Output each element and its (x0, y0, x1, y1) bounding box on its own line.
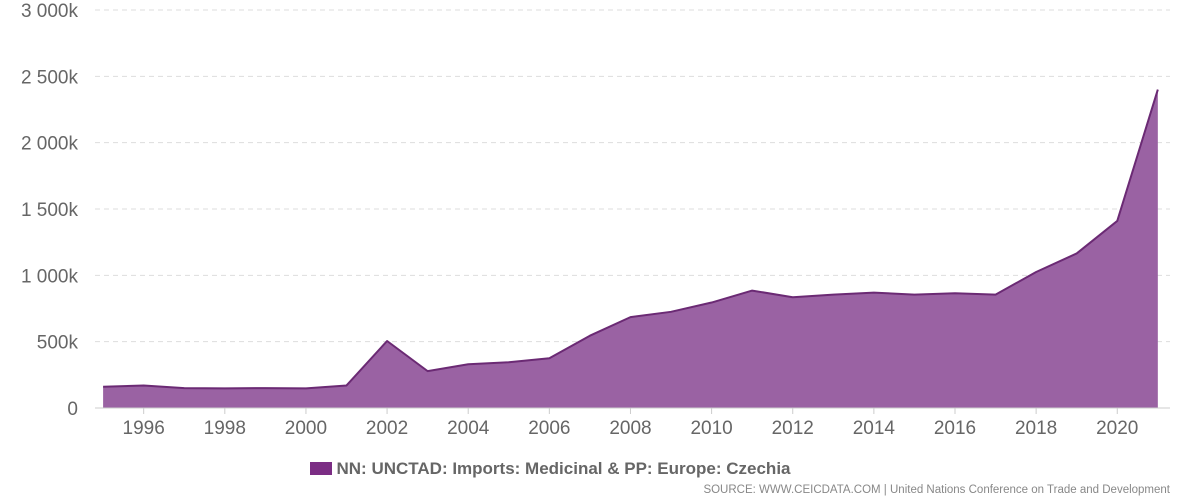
source-note: SOURCE: WWW.CEICDATA.COM | United Nation… (703, 484, 1170, 496)
x-tick-label: 2020 (1096, 418, 1138, 439)
x-tick-label: 2016 (934, 418, 976, 439)
legend[interactable]: NN: UNCTAD: Imports: Medicinal & PP: Eur… (0, 459, 1100, 479)
x-tick-label: 2010 (690, 418, 732, 439)
series-area (103, 89, 1159, 408)
y-tick-label: 2 000k (21, 134, 79, 155)
x-tick-label: 2006 (528, 418, 570, 439)
y-tick-label: 1 500k (21, 200, 79, 221)
y-tick-label: 1 000k (21, 266, 79, 287)
x-tick-label: 2018 (1015, 418, 1057, 439)
x-tick-label: 2014 (853, 418, 896, 439)
x-tick-label: 2004 (447, 418, 490, 439)
y-tick-label: 2 500k (21, 67, 79, 88)
series-area-fill (103, 89, 1158, 408)
legend-label: NN: UNCTAD: Imports: Medicinal & PP: Eur… (336, 459, 791, 478)
x-tick-label: 1996 (123, 418, 165, 439)
legend-swatch (309, 462, 332, 475)
series-line (103, 89, 1159, 390)
area-chart: 0 500k 1 000k 1 500k 2 000k 2 500k 3 000k 1996… (21, 1, 1170, 439)
y-tick-label: 500k (37, 333, 79, 354)
x-tick-label: 2000 (285, 418, 327, 439)
x-tick-label: 2002 (366, 418, 408, 439)
x-tick-label: 2012 (772, 418, 814, 439)
x-tick-label: 2008 (609, 418, 651, 439)
y-tick-label: 0 (67, 399, 78, 420)
y-tick-label: 3 000k (21, 1, 79, 22)
x-axis: 1996 1998 2000 2002 2004 2006 2008 2010 2012 2014… (95, 407, 1170, 439)
x-tick-label: 1998 (204, 418, 246, 439)
y-axis: 0 500k 1 000k 1 500k 2 000k 2 500k 3 000k (21, 1, 79, 420)
